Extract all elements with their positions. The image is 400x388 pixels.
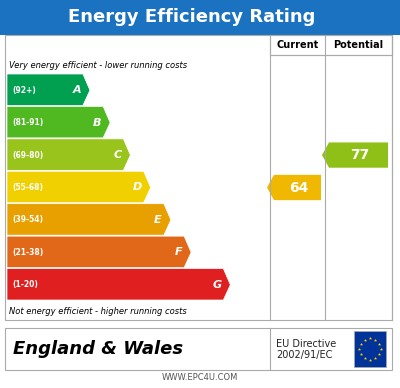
Text: (92+): (92+) [12,86,36,95]
Bar [5,35,392,320]
Text: (1-20): (1-20) [12,280,38,289]
Polygon shape [7,171,151,203]
Text: Very energy efficient - lower running costs: Very energy efficient - lower running co… [9,61,187,69]
Text: (55-68): (55-68) [12,183,43,192]
Polygon shape [7,236,191,268]
Bar [5,328,392,370]
Text: C: C [113,150,121,160]
Bar [0,0,400,35]
Polygon shape [7,74,90,106]
Text: (69-80): (69-80) [12,151,43,159]
Text: Not energy efficient - higher running costs: Not energy efficient - higher running co… [9,308,187,317]
Polygon shape [7,139,130,170]
Text: 2002/91/EC: 2002/91/EC [276,350,332,360]
Text: (81-91): (81-91) [12,118,43,127]
Text: A: A [72,85,81,95]
Text: Potential: Potential [334,40,384,50]
Text: D: D [132,182,142,192]
Text: EU Directive: EU Directive [276,339,336,349]
Polygon shape [322,142,388,168]
Text: E: E [154,215,162,225]
Text: 77: 77 [350,148,369,162]
Polygon shape [7,106,110,138]
Text: F: F [174,248,182,257]
Text: B: B [93,118,101,128]
Text: Current: Current [276,40,319,50]
Polygon shape [7,268,230,300]
Polygon shape [7,204,171,235]
Text: Energy Efficiency Rating: Energy Efficiency Rating [68,9,316,26]
Text: WWW.EPC4U.COM: WWW.EPC4U.COM [162,374,238,383]
Bar [354,331,386,367]
Text: (21-38): (21-38) [12,248,43,257]
Text: 64: 64 [289,180,308,194]
Bar [270,35,392,55]
Text: England & Wales: England & Wales [13,340,183,358]
Text: G: G [212,280,221,290]
Text: (39-54): (39-54) [12,215,43,224]
Polygon shape [267,175,321,200]
